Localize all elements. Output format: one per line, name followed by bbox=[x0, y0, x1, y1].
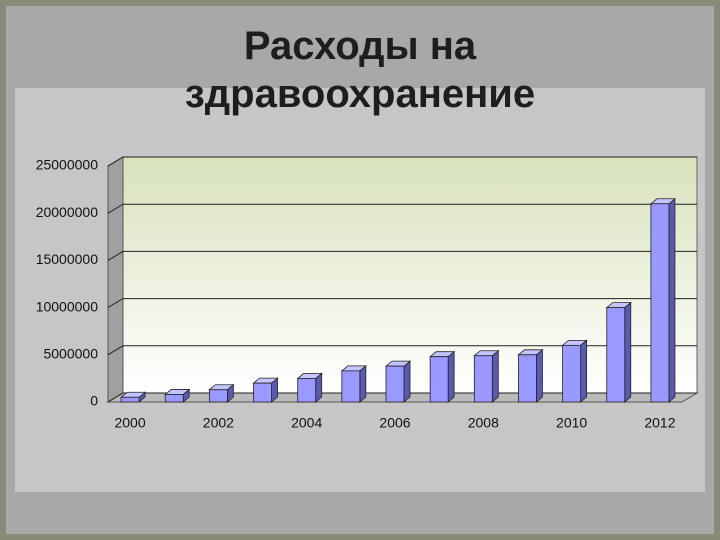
bar-front bbox=[606, 307, 626, 403]
bar-front bbox=[164, 394, 184, 403]
chart-title: Расходы на здравоохранение bbox=[184, 24, 536, 116]
bar-side bbox=[447, 350, 455, 403]
bar-side bbox=[403, 360, 411, 403]
bar-front bbox=[341, 370, 361, 403]
x-tick-label: 2002 bbox=[203, 415, 234, 431]
x-tick-label: 2012 bbox=[644, 415, 675, 431]
x-tick-label: 2010 bbox=[556, 415, 587, 431]
bar-front bbox=[297, 377, 317, 403]
bar-front bbox=[208, 389, 228, 403]
x-tick-label: 2000 bbox=[114, 415, 145, 431]
y-tick-label: 10000000 bbox=[36, 298, 99, 314]
bar bbox=[517, 348, 544, 403]
grid-line bbox=[107, 392, 697, 403]
grid-line bbox=[107, 250, 697, 261]
bar bbox=[340, 364, 367, 403]
bar-front bbox=[518, 354, 537, 403]
bar-side bbox=[359, 364, 367, 403]
bar bbox=[252, 377, 279, 403]
bar bbox=[119, 391, 147, 403]
bar bbox=[649, 197, 677, 403]
x-tick-label: 2004 bbox=[291, 415, 322, 431]
bar-side bbox=[536, 348, 543, 403]
bar bbox=[429, 350, 456, 403]
bar-front bbox=[385, 365, 405, 403]
bar-front bbox=[253, 382, 272, 403]
bar bbox=[473, 349, 500, 403]
bar bbox=[384, 360, 412, 403]
y-tick-label: 20000000 bbox=[36, 204, 99, 220]
bar-front bbox=[562, 344, 582, 403]
bar-front bbox=[429, 356, 449, 403]
grid-line bbox=[107, 156, 697, 167]
x-tick-label: 2008 bbox=[468, 415, 499, 431]
y-tick-label: 15000000 bbox=[36, 251, 99, 267]
bar bbox=[561, 339, 588, 403]
x-tick-label: 2006 bbox=[379, 415, 410, 431]
bar-front bbox=[120, 396, 140, 403]
side-wall bbox=[107, 156, 124, 403]
bar-side bbox=[624, 301, 632, 403]
grid-line bbox=[107, 298, 697, 309]
bar bbox=[605, 301, 632, 403]
y-tick-label: 25000000 bbox=[36, 157, 99, 173]
bar-side bbox=[580, 339, 588, 403]
bar-front bbox=[473, 355, 493, 403]
bar bbox=[164, 388, 191, 403]
grid-line bbox=[107, 345, 697, 356]
bar bbox=[296, 372, 323, 403]
y-tick-label: 0 bbox=[90, 393, 98, 409]
bar-side bbox=[668, 197, 676, 403]
grid-line bbox=[107, 203, 697, 214]
bar bbox=[208, 383, 235, 403]
y-tick-label: 5000000 bbox=[43, 346, 98, 362]
bar-front bbox=[650, 203, 670, 403]
bar-side bbox=[491, 349, 499, 403]
